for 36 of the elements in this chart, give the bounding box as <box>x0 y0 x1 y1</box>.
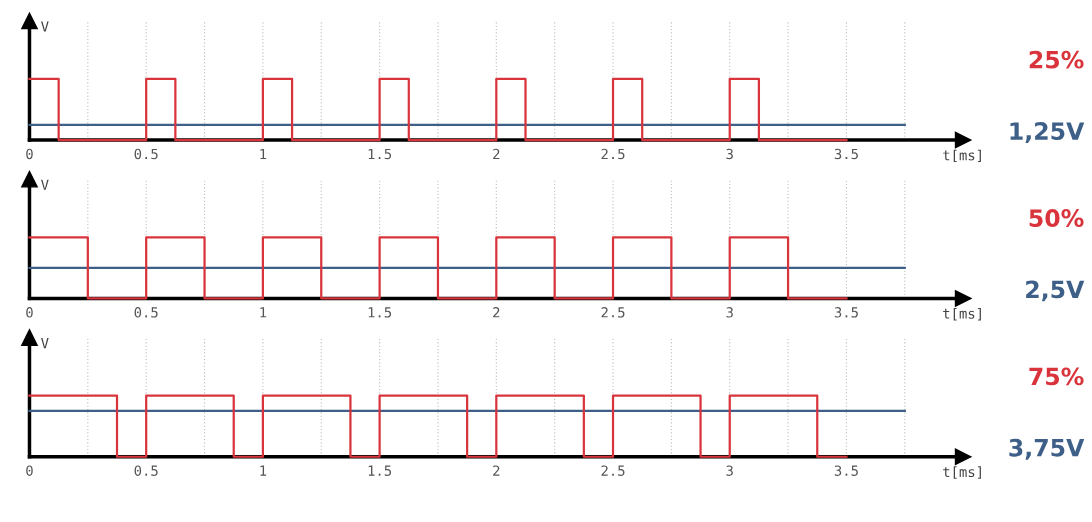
y-axis-title: V <box>41 179 49 190</box>
x-axis-title: t[ms] <box>943 308 981 321</box>
x-tick-label: 2 <box>493 465 500 476</box>
x-tick-label: 1.5 <box>368 148 392 160</box>
x-tick-label: 0 <box>26 148 33 160</box>
text: 3,75V <box>1009 438 1085 460</box>
x-tick-label: 3 <box>726 307 733 318</box>
x-tick-label: 1 <box>260 307 267 318</box>
text: 1,25V <box>1010 122 1085 143</box>
x-tick-label: 2 <box>493 148 500 160</box>
x-tick-label: 0.5 <box>134 148 158 160</box>
x-tick-label: 3.5 <box>834 307 858 318</box>
x-tick-label: 3 <box>726 465 733 476</box>
x-tick-label: 2.5 <box>601 307 625 318</box>
x-tick-label: 0 <box>26 465 33 476</box>
x-tick-label: 0.5 <box>134 307 158 318</box>
x-tick-label: 2 <box>493 307 500 318</box>
x-tick-label: 3.5 <box>834 148 858 160</box>
x-tick-label: 1 <box>260 148 267 160</box>
y-axis-title: V <box>41 21 49 32</box>
text: 2,5V <box>1026 280 1085 302</box>
x-tick-label: 2.5 <box>601 148 625 160</box>
x-axis-title: t[ms] <box>943 466 981 479</box>
x-tick-label: 2.5 <box>601 465 625 476</box>
x-tick-label: 3 <box>726 148 733 160</box>
text: 75% <box>1029 367 1084 386</box>
x-tick-label: 0 <box>26 307 33 318</box>
x-tick-label: 1 <box>260 465 267 476</box>
x-axis-title: t[ms] <box>943 149 981 163</box>
y-axis-title: V <box>41 338 49 349</box>
text: 50% <box>1029 209 1084 227</box>
x-tick-label: 1.5 <box>368 307 392 318</box>
x-tick-label: 1.5 <box>368 465 392 476</box>
text: 25% <box>1029 50 1084 69</box>
x-tick-label: 3.5 <box>834 465 858 476</box>
x-tick-label: 0.5 <box>134 465 158 476</box>
